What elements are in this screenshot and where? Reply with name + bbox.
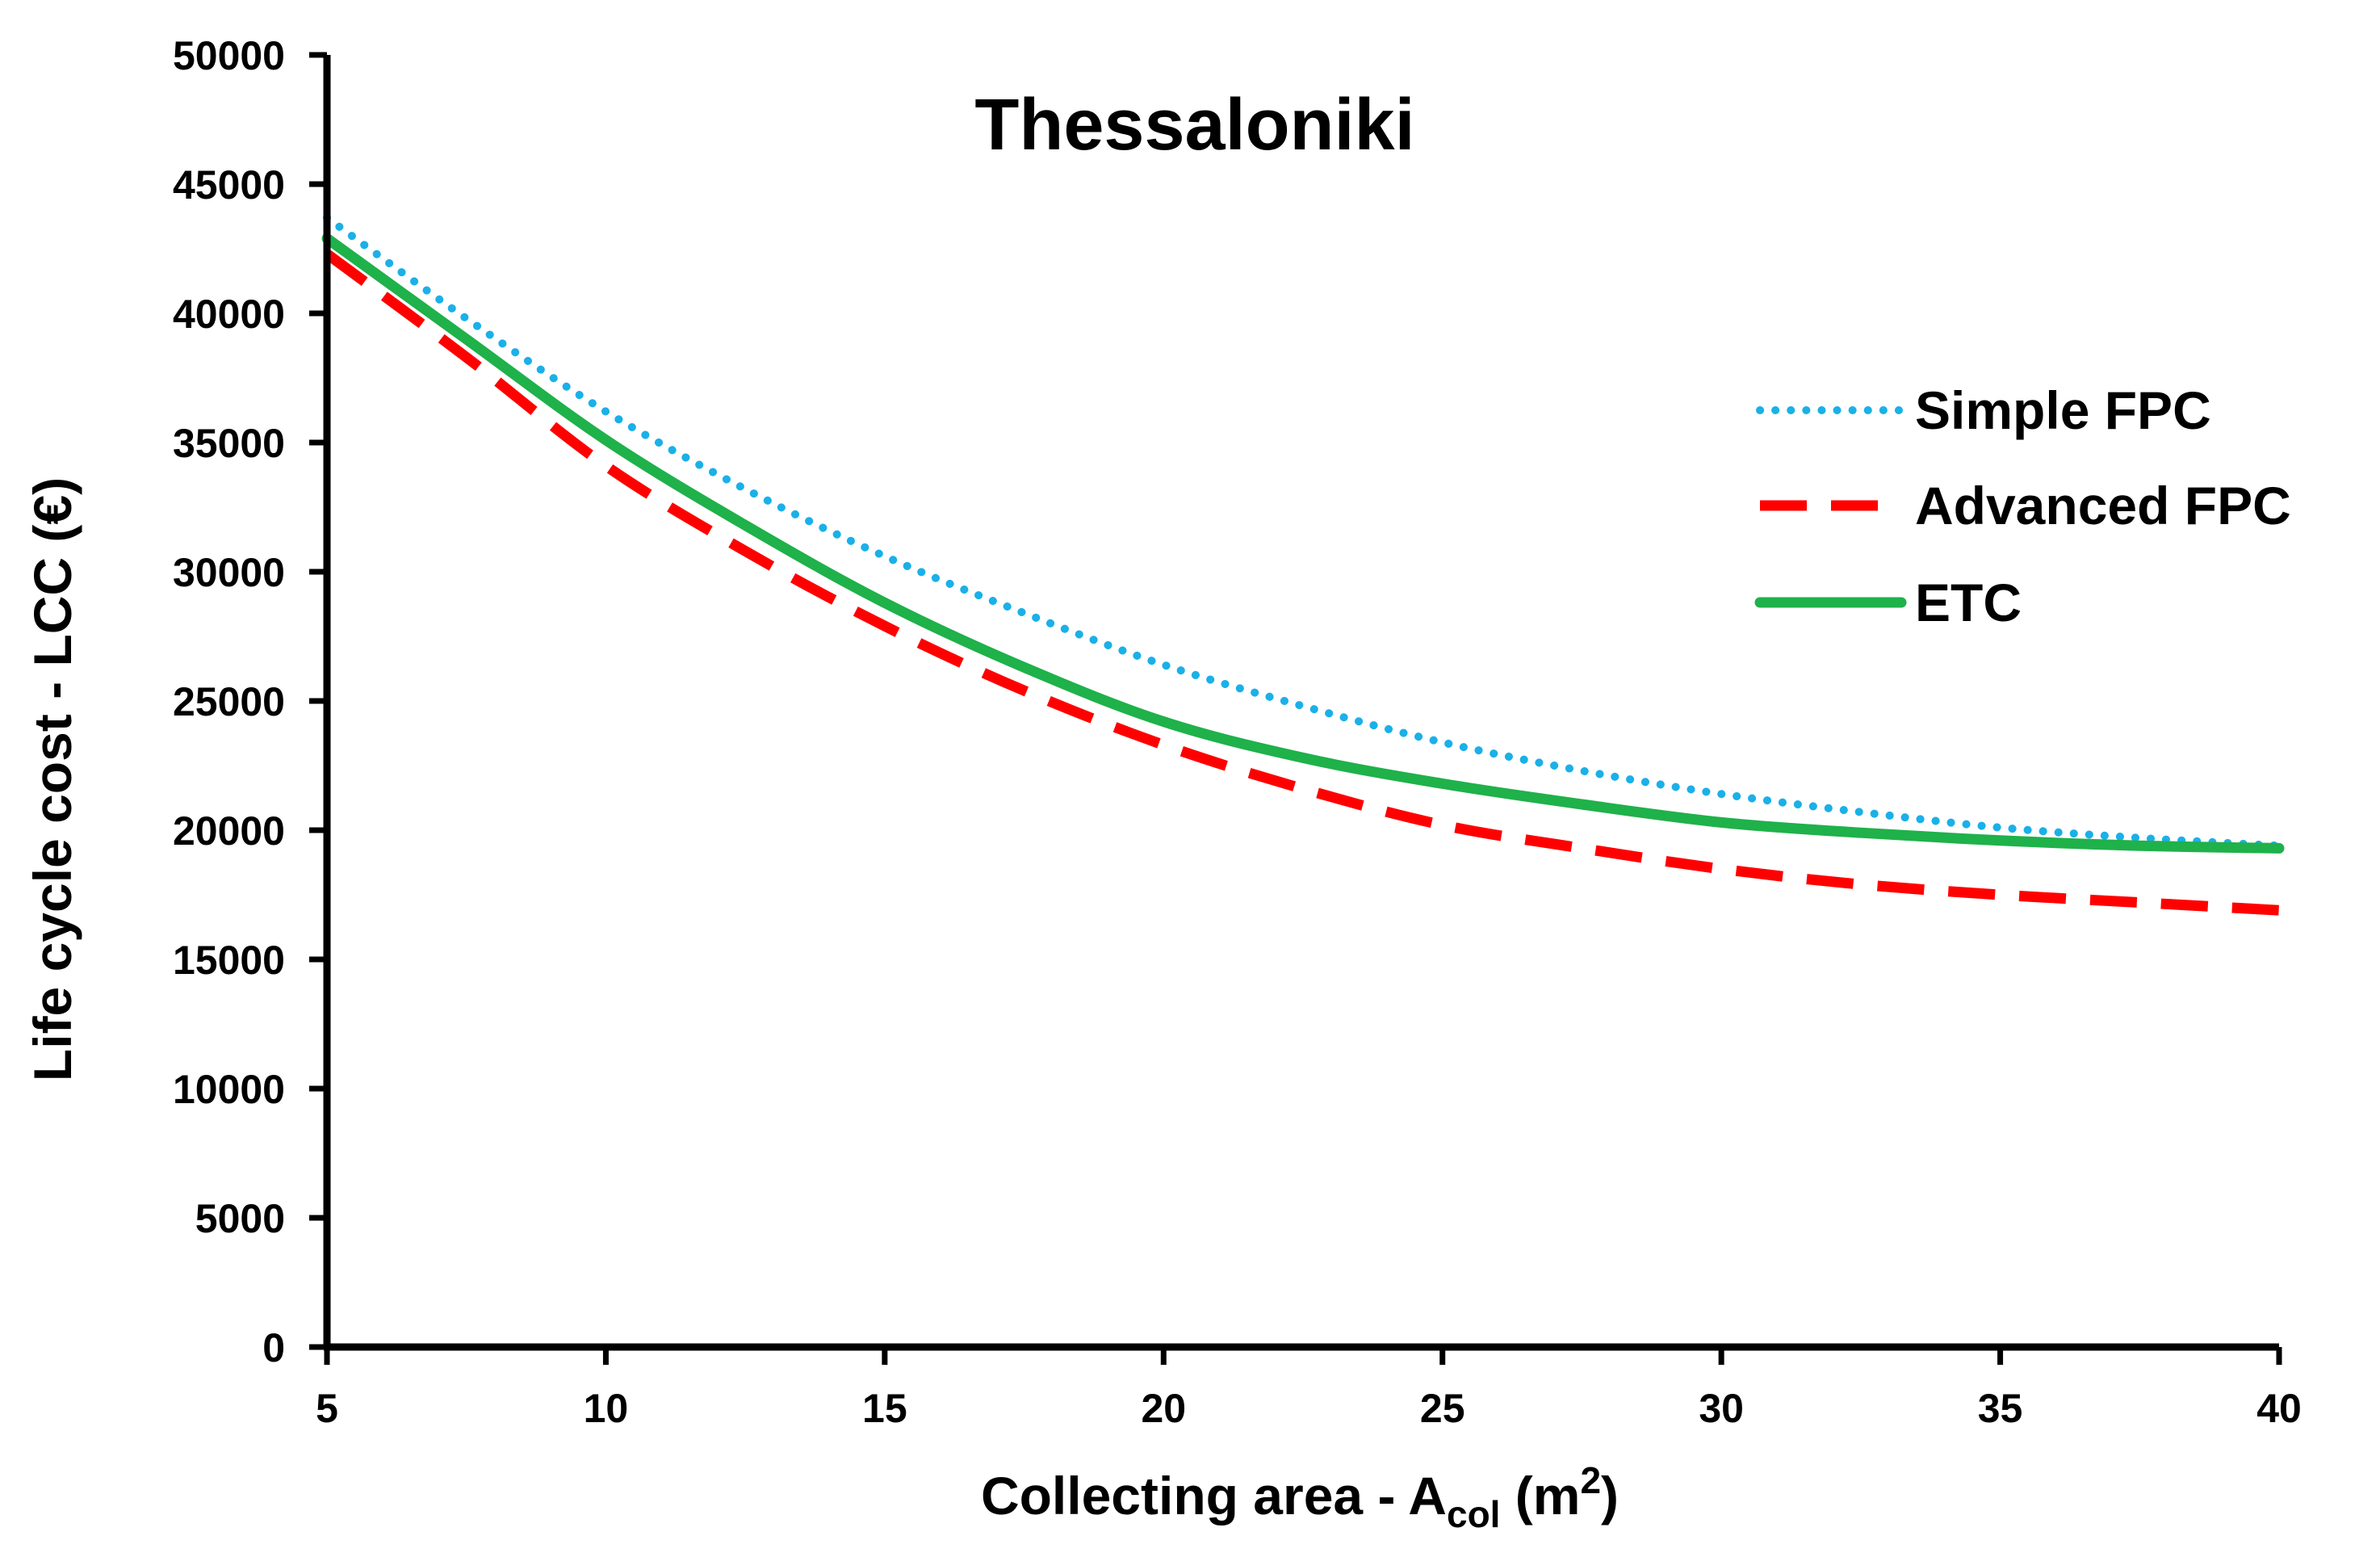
y-tick-label: 30000	[173, 550, 285, 595]
series-line-advanced-fpc	[324, 250, 2280, 916]
y-tick-label: 40000	[173, 292, 285, 337]
legend-label-simple-fpc: Simple FPC	[1915, 380, 2211, 440]
x-tick-label: 10	[584, 1386, 629, 1431]
y-tick-label: 5000	[195, 1196, 285, 1241]
series-lines	[321, 213, 2285, 916]
y-tick-label: 35000	[173, 421, 285, 466]
x-tick-label: 30	[1699, 1386, 1744, 1431]
legend-label-advanced-fpc: Advanced FPC	[1915, 476, 2291, 535]
y-axis-title: Life cycle cost - LCC (€)	[23, 477, 82, 1081]
x-tick-label: 20	[1141, 1386, 1186, 1431]
y-tick-label: 15000	[173, 938, 285, 983]
y-tick-label: 0	[262, 1325, 285, 1370]
legend-label-etc: ETC	[1915, 573, 2022, 632]
axes	[309, 52, 2282, 1365]
x-axis-title-unit-close: )	[1601, 1466, 1619, 1526]
tick-labels: 0 5000 10000 15000 20000 25000 30000 35000 40000…	[173, 33, 2302, 1431]
chart-title: Thessaloniki	[974, 85, 1414, 166]
x-tick-label: 25	[1420, 1386, 1465, 1431]
y-tick-label: 50000	[173, 33, 285, 78]
y-tick-label: 10000	[173, 1067, 285, 1112]
x-axis-title-superscript: 2	[1580, 1459, 1601, 1501]
y-tick-label: 45000	[173, 162, 285, 208]
x-tick-label: 40	[2256, 1386, 2302, 1431]
x-axis-title-unit-open: (m	[1500, 1466, 1580, 1526]
x-axis-title: Collecting area - Acol (m2)	[981, 1459, 1619, 1535]
y-tick-label: 20000	[173, 808, 285, 854]
series-line-simple-fpc	[323, 213, 2283, 850]
series-line-etc	[321, 233, 2285, 854]
legend: Simple FPC Advanced FPC ETC	[1754, 380, 2291, 632]
x-tick-label: 35	[1978, 1386, 2023, 1431]
x-axis-title-main: Collecting area - A	[981, 1466, 1447, 1526]
x-tick-label: 5	[316, 1386, 338, 1431]
y-tick-label: 25000	[173, 679, 285, 724]
x-tick-label: 15	[862, 1386, 907, 1431]
x-axis-title-subscript: col	[1447, 1493, 1500, 1535]
